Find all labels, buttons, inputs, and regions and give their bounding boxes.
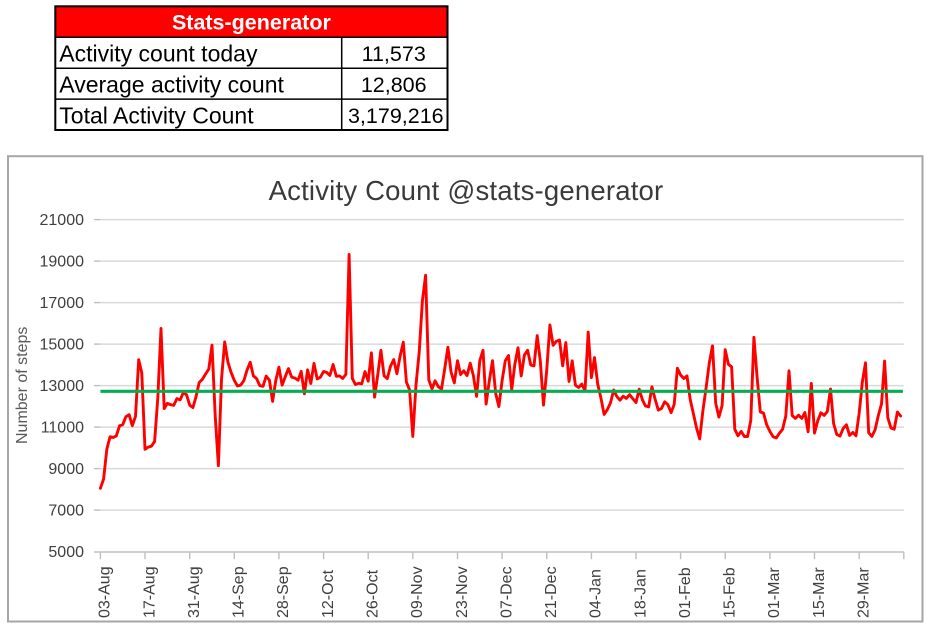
svg-text:14-Sep: 14-Sep <box>231 566 248 618</box>
svg-text:03-Aug: 03-Aug <box>97 566 114 618</box>
svg-text:9000: 9000 <box>48 461 84 478</box>
svg-text:3,179,216: 3,179,216 <box>348 104 444 128</box>
svg-text:13000: 13000 <box>40 378 85 395</box>
svg-text:07-Dec: 07-Dec <box>498 566 515 618</box>
svg-text:15-Feb: 15-Feb <box>722 567 739 618</box>
svg-text:11,573: 11,573 <box>362 42 426 66</box>
svg-text:7000: 7000 <box>48 503 84 520</box>
svg-text:29-Mar: 29-Mar <box>856 567 873 618</box>
svg-text:09-Nov: 09-Nov <box>409 566 426 618</box>
svg-text:19000: 19000 <box>40 254 85 271</box>
svg-text:Total Activity Count: Total Activity Count <box>59 103 254 129</box>
svg-text:26-Oct: 26-Oct <box>365 569 382 618</box>
svg-text:Activity count today: Activity count today <box>59 41 258 67</box>
svg-text:04-Jan: 04-Jan <box>588 569 605 618</box>
svg-text:Number of steps: Number of steps <box>14 327 31 444</box>
svg-text:31-Aug: 31-Aug <box>186 566 203 618</box>
svg-text:17000: 17000 <box>40 295 85 312</box>
svg-text:12,806: 12,806 <box>361 73 427 97</box>
svg-text:17-Aug: 17-Aug <box>141 566 158 618</box>
svg-text:18-Jan: 18-Jan <box>632 569 649 618</box>
svg-text:23-Nov: 23-Nov <box>454 566 471 618</box>
svg-text:15000: 15000 <box>40 337 85 354</box>
svg-text:21-Dec: 21-Dec <box>543 566 560 618</box>
svg-text:21000: 21000 <box>40 212 85 229</box>
svg-text:11000: 11000 <box>41 420 84 437</box>
svg-text:Stats-generator: Stats-generator <box>172 10 332 34</box>
svg-text:01-Mar: 01-Mar <box>766 567 783 618</box>
svg-text:Activity Count @stats-generato: Activity Count @stats-generator <box>269 175 664 206</box>
svg-text:15-Mar: 15-Mar <box>811 567 828 618</box>
svg-text:12-Oct: 12-Oct <box>320 569 337 618</box>
svg-text:5000: 5000 <box>48 544 84 561</box>
svg-text:Average activity count: Average activity count <box>59 72 284 98</box>
svg-text:28-Sep: 28-Sep <box>275 566 292 618</box>
svg-text:01-Feb: 01-Feb <box>677 567 694 618</box>
